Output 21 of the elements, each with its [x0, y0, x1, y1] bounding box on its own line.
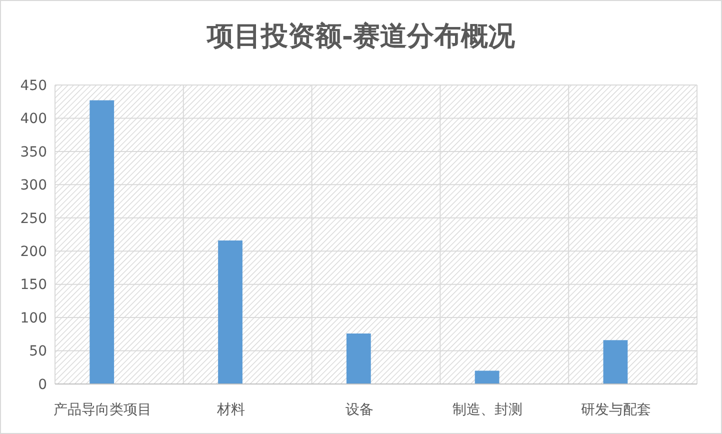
bar: [474, 370, 500, 384]
y-tick-label: 350: [20, 144, 47, 160]
y-tick-label: 250: [20, 210, 47, 227]
y-tick-label: 150: [20, 277, 47, 294]
y-tick-label: 0: [38, 376, 47, 393]
bar: [603, 340, 628, 384]
bar: [346, 334, 371, 384]
x-tick-label: 设备: [345, 402, 374, 418]
bar: [90, 100, 114, 384]
x-tick-label: 制造、封测: [452, 402, 523, 418]
y-tick-label: 50: [29, 344, 47, 360]
y-tick-label: 450: [20, 78, 47, 94]
y-tick-label: 300: [20, 178, 47, 194]
y-tick-label: 100: [20, 310, 47, 326]
bar: [218, 240, 242, 384]
y-tick-label: 400: [20, 111, 47, 128]
x-tick-label: 研发与配套: [581, 402, 652, 418]
y-tick-label: 200: [20, 244, 47, 260]
x-tick-label: 材料: [216, 402, 245, 418]
chart-title: 项目投资额-赛道分布概况: [206, 21, 516, 52]
x-tick-label: 产品导向类项目: [54, 402, 152, 418]
